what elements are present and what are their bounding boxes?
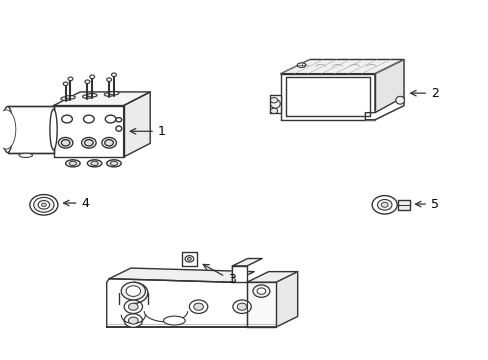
Ellipse shape [110,161,117,166]
Ellipse shape [106,78,111,81]
Polygon shape [53,105,123,157]
Polygon shape [275,272,297,327]
Ellipse shape [91,161,98,166]
Polygon shape [280,74,374,120]
Ellipse shape [58,138,73,148]
Ellipse shape [50,109,57,150]
Polygon shape [246,282,275,327]
Ellipse shape [85,80,90,84]
Ellipse shape [109,91,119,95]
Ellipse shape [63,82,68,86]
Ellipse shape [104,93,114,96]
Ellipse shape [252,285,269,297]
Ellipse shape [87,160,102,167]
Ellipse shape [128,303,138,310]
Ellipse shape [19,153,32,157]
Polygon shape [365,97,403,120]
Ellipse shape [270,108,277,113]
Text: 5: 5 [430,198,438,211]
Polygon shape [280,59,403,74]
Polygon shape [246,272,297,282]
Text: 1: 1 [157,125,165,138]
Ellipse shape [83,115,94,123]
Ellipse shape [193,303,203,310]
Ellipse shape [184,256,193,262]
Ellipse shape [116,126,122,131]
Polygon shape [397,200,409,210]
Text: 4: 4 [81,197,89,210]
Ellipse shape [163,316,185,325]
Ellipse shape [61,140,70,146]
Ellipse shape [121,282,145,300]
Ellipse shape [38,201,50,209]
Polygon shape [374,59,403,120]
Ellipse shape [0,110,16,149]
Ellipse shape [105,115,116,123]
Polygon shape [269,95,280,113]
Ellipse shape [87,94,97,97]
Ellipse shape [381,202,387,207]
Ellipse shape [395,96,404,104]
Ellipse shape [128,317,138,324]
Ellipse shape [84,140,93,146]
Ellipse shape [61,97,70,100]
Ellipse shape [30,194,58,215]
Ellipse shape [116,118,122,122]
Ellipse shape [377,199,391,210]
Text: 2: 2 [430,87,438,100]
Ellipse shape [34,197,54,212]
Polygon shape [232,266,246,282]
Ellipse shape [126,286,140,296]
Ellipse shape [111,73,116,77]
Ellipse shape [257,288,265,294]
Ellipse shape [82,95,92,98]
Ellipse shape [270,98,277,103]
Ellipse shape [106,160,121,167]
Polygon shape [123,92,150,157]
Ellipse shape [187,257,191,260]
Ellipse shape [124,300,142,314]
Ellipse shape [104,140,113,146]
Ellipse shape [297,63,305,67]
Ellipse shape [68,77,73,81]
Polygon shape [8,107,53,153]
Ellipse shape [65,160,80,167]
Ellipse shape [41,203,46,207]
Ellipse shape [270,99,280,108]
Ellipse shape [237,303,246,310]
Ellipse shape [69,161,76,166]
Ellipse shape [65,95,75,99]
Ellipse shape [2,107,13,153]
Ellipse shape [232,300,251,314]
Text: 3: 3 [227,273,235,285]
Ellipse shape [371,195,396,214]
Ellipse shape [90,75,95,78]
Polygon shape [109,268,254,282]
Ellipse shape [124,314,142,327]
Ellipse shape [102,138,116,148]
Polygon shape [232,258,262,266]
Ellipse shape [61,115,72,123]
Polygon shape [53,92,150,105]
Polygon shape [106,266,275,327]
Ellipse shape [189,300,207,314]
Ellipse shape [81,138,96,148]
Polygon shape [181,252,197,266]
